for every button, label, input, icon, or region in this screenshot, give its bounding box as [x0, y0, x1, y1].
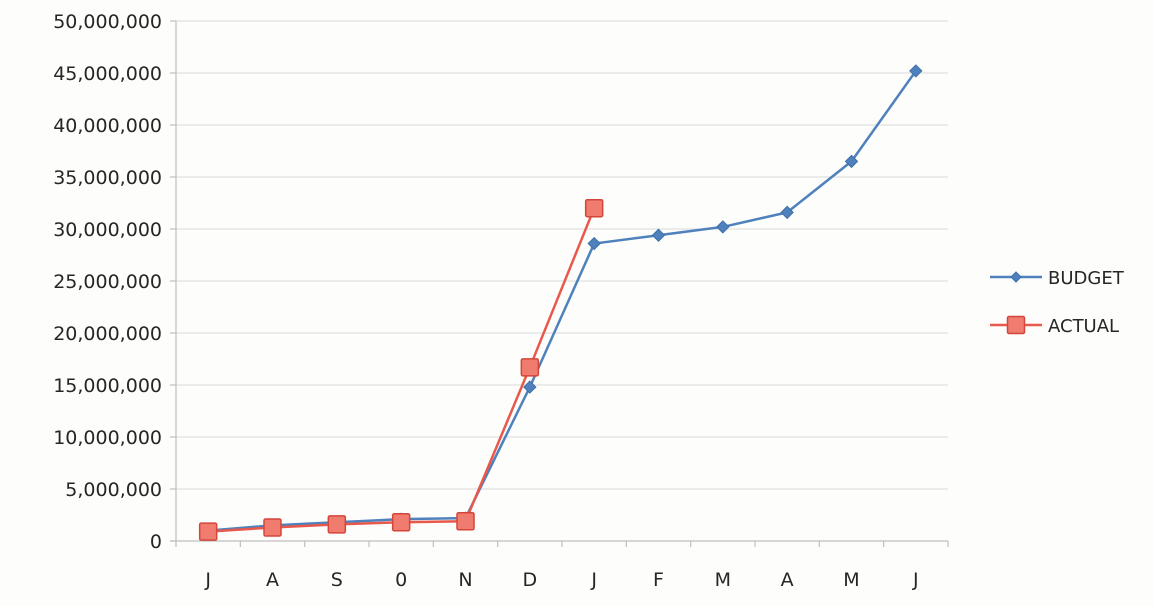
- x-axis-tick-labels: J A S 0 N D J F M A M J: [204, 569, 918, 591]
- y-tick-label: 30,000,000: [53, 219, 162, 241]
- data-point-budget: [651, 228, 666, 242]
- legend-marker: [1010, 271, 1022, 283]
- data-point-actual: [584, 198, 604, 218]
- data-point-budget: [587, 236, 601, 251]
- data-point-budget: [716, 220, 730, 234]
- data-point-actual: [263, 518, 282, 537]
- x-tick-label: A: [781, 569, 794, 591]
- x-tick-label: J: [204, 569, 211, 591]
- series-lines: [198, 64, 923, 541]
- data-point-actual: [327, 515, 347, 534]
- data-point-actual: [456, 511, 475, 531]
- y-tick-label: 25,000,000: [53, 271, 162, 293]
- x-tick-label: S: [331, 569, 343, 591]
- data-point-budget: [844, 154, 859, 169]
- data-point-budget: [523, 380, 537, 394]
- x-tick-label: M: [843, 569, 859, 591]
- y-tick-label: 50,000,000: [53, 11, 162, 33]
- legend: BUDGET ACTUAL: [990, 268, 1125, 337]
- x-tick-label: F: [653, 569, 664, 591]
- x-tick-label: N: [458, 569, 472, 591]
- x-tick-label: J: [912, 569, 919, 591]
- y-tick-label: 0: [150, 531, 162, 553]
- data-point-budget: [780, 205, 794, 220]
- series-budget: [201, 64, 923, 538]
- y-tick-label: 35,000,000: [53, 167, 162, 189]
- series-actual: [198, 198, 604, 541]
- data-point-budget: [909, 64, 923, 78]
- legend-item-budget: BUDGET: [990, 268, 1125, 289]
- gridlines: [176, 20, 948, 490]
- y-tick-label: 10,000,000: [53, 427, 162, 449]
- y-tick-label: 40,000,000: [53, 115, 162, 137]
- x-tick-label: M: [715, 569, 731, 591]
- legend-marker: [1006, 315, 1026, 335]
- legend-label: ACTUAL: [1048, 316, 1119, 337]
- data-point-actual: [391, 513, 411, 532]
- y-tick-label: 15,000,000: [53, 375, 162, 397]
- x-tick-label: A: [266, 569, 279, 591]
- x-tick-label: 0: [395, 569, 407, 591]
- data-point-actual: [520, 358, 540, 377]
- legend-item-actual: ACTUAL: [990, 315, 1119, 337]
- series-line-budget: [208, 70, 917, 532]
- y-tick-label: 45,000,000: [53, 63, 162, 85]
- y-tick-label: 5,000,000: [65, 479, 162, 501]
- y-axis-tick-labels: 0 5,000,000 10,000,000 15,000,000 20,000,000…: [53, 11, 162, 553]
- x-tick-label: D: [523, 569, 538, 591]
- legend-label: BUDGET: [1048, 268, 1125, 289]
- y-tick-label: 20,000,000: [53, 323, 162, 345]
- axes: [170, 20, 949, 547]
- data-point-actual: [198, 522, 218, 541]
- x-tick-label: J: [590, 569, 597, 591]
